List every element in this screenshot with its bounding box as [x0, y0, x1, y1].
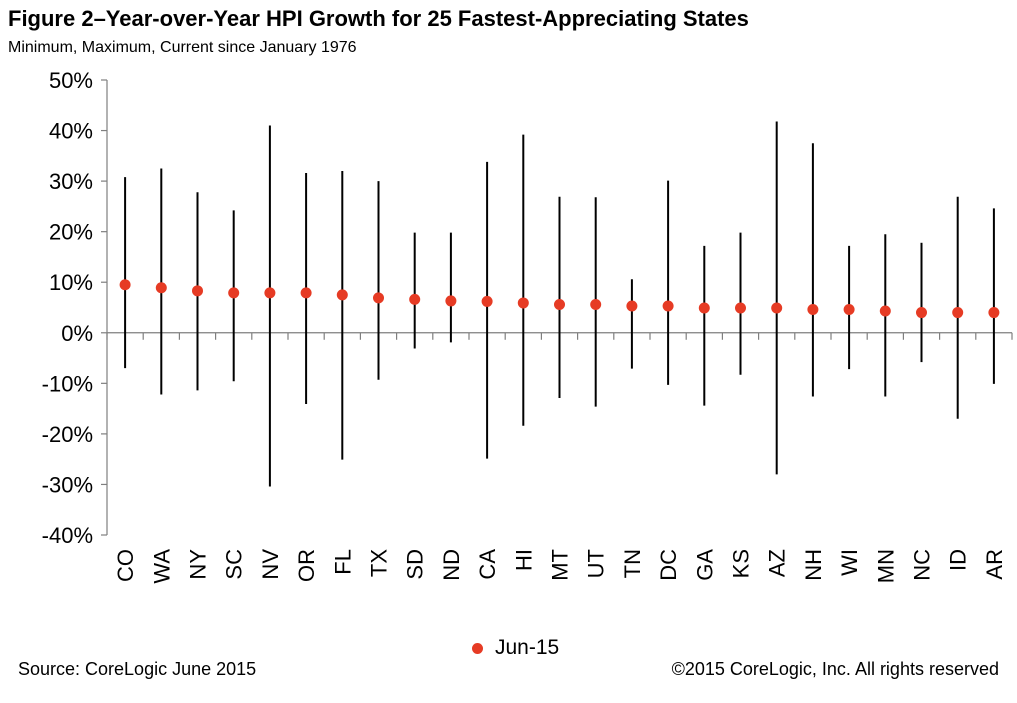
y-tick-label: -10% — [42, 371, 93, 396]
current-point — [662, 300, 674, 312]
current-point — [192, 285, 203, 297]
current-point — [445, 295, 457, 307]
x-tick-label: AZ — [765, 549, 790, 577]
x-tick-label: GA — [692, 549, 717, 581]
x-tick-label: WA — [149, 549, 174, 584]
x-tick-label: MN — [873, 549, 898, 583]
y-tick-label: 20% — [49, 220, 93, 245]
legend: Jun-15 — [472, 636, 559, 660]
copyright-note: ©2015 CoreLogic, Inc. All rights reserve… — [671, 659, 999, 679]
x-tick-label: KS — [729, 549, 754, 578]
y-tick-label: -20% — [42, 422, 93, 447]
current-point — [735, 302, 746, 314]
x-tick-label: SC — [222, 549, 247, 580]
current-point — [373, 292, 384, 304]
x-tick-label: NV — [258, 549, 283, 580]
y-tick-label: 40% — [49, 119, 93, 144]
current-point — [409, 293, 421, 305]
x-tick-label: TX — [367, 549, 392, 577]
y-tick-label: -30% — [42, 472, 93, 497]
x-tick-label: FL — [330, 549, 355, 575]
chart-subtitle: Minimum, Maximum, Current since January … — [8, 39, 357, 56]
current-point — [481, 295, 493, 307]
current-point — [300, 287, 312, 299]
current-point — [336, 289, 348, 301]
x-tick-label: HI — [511, 549, 536, 571]
current-point — [119, 279, 131, 291]
current-point — [879, 305, 891, 317]
x-tick-label: UT — [584, 549, 609, 578]
x-tick-label: SD — [403, 549, 428, 580]
current-point — [590, 298, 602, 310]
x-tick-label: CA — [475, 549, 500, 580]
current-point — [771, 302, 783, 314]
x-tick-label: ID — [946, 549, 971, 571]
x-tick-label: MT — [548, 549, 573, 581]
x-tick-label: DC — [656, 549, 681, 581]
x-tick-label: AR — [982, 549, 1007, 580]
y-tick-label: 0% — [61, 321, 93, 346]
current-point — [264, 287, 276, 299]
y-tick-label: 10% — [49, 270, 93, 295]
y-tick-label: 50% — [49, 68, 93, 93]
y-tick-label: -40% — [42, 523, 93, 548]
current-point — [554, 298, 565, 310]
x-tick-label: NC — [910, 549, 935, 581]
current-point — [952, 307, 964, 319]
legend-label: Jun-15 — [495, 636, 560, 659]
y-tick-label: 30% — [49, 169, 93, 194]
chart-title: Figure 2–Year-over-Year HPI Growth for 2… — [8, 6, 749, 31]
x-tick-label: TN — [620, 549, 645, 578]
current-point — [916, 307, 927, 319]
x-tick-label: WI — [837, 549, 862, 576]
current-point — [155, 282, 167, 294]
x-tick-label: NH — [801, 549, 826, 581]
current-point — [843, 304, 855, 316]
x-tick-label: CO — [113, 549, 138, 582]
current-point — [988, 307, 1000, 319]
x-tick-label: NY — [186, 549, 211, 580]
x-tick-label: OR — [294, 549, 319, 582]
source-note: Source: CoreLogic June 2015 — [18, 659, 257, 679]
current-point — [626, 300, 638, 312]
legend-marker-icon — [472, 642, 483, 654]
x-tick-label: ND — [439, 549, 464, 581]
current-point — [228, 287, 240, 299]
current-point — [698, 302, 710, 314]
current-point — [807, 304, 819, 316]
current-point — [517, 297, 529, 309]
